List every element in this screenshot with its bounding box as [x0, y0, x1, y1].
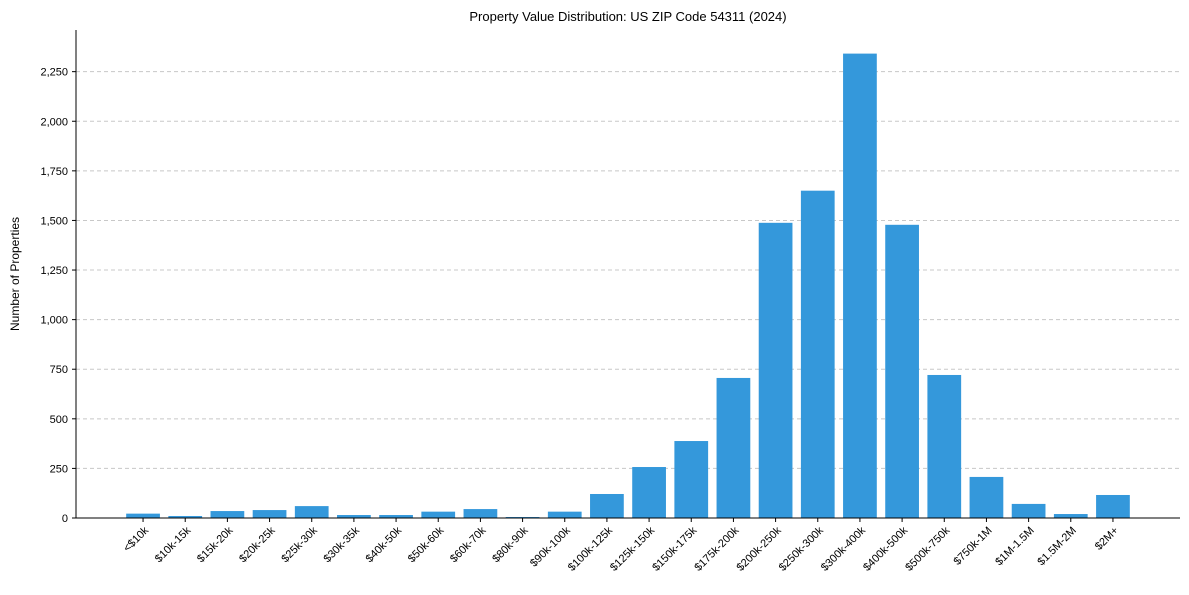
bar: [294, 506, 329, 518]
x-tick-label: $15k-20k: [195, 524, 236, 565]
bar: [168, 516, 203, 518]
bar: [1096, 494, 1130, 518]
y-tick-label: 1,500: [40, 215, 68, 227]
bar: [716, 377, 751, 518]
x-tick-label: $1M-1.5M: [993, 525, 1037, 569]
x-tick-label: $40k-50k: [364, 524, 405, 565]
bar: [547, 511, 582, 518]
bar: [463, 509, 498, 518]
bar: [379, 515, 413, 518]
bar: [590, 493, 624, 518]
y-tick-label: 500: [50, 414, 68, 426]
bar: [927, 374, 962, 518]
y-tick-label: 1,750: [40, 166, 68, 178]
x-tick-label: $1.5M-2M: [1035, 525, 1079, 569]
y-tick-label: 0: [62, 513, 68, 525]
bar: [1053, 514, 1088, 518]
x-tick-label: $20k-25k: [237, 524, 278, 565]
bar: [337, 515, 371, 518]
bar: [674, 441, 709, 518]
x-tick-label: $2M+: [1093, 525, 1121, 553]
x-tick-label: $90k-100k: [528, 524, 573, 569]
bar: [758, 222, 793, 518]
x-tick-label: $50k-60k: [406, 524, 447, 565]
y-axis-label: Number of Properties: [8, 217, 22, 331]
bar: [843, 53, 877, 518]
bar: [421, 511, 456, 518]
x-tick-label: <$10k: [121, 524, 151, 554]
x-tick-label: $750k-1M: [951, 525, 994, 568]
bar: [210, 511, 245, 518]
x-tick-label: $80k-90k: [490, 524, 531, 565]
chart-title: Property Value Distribution: US ZIP Code…: [469, 9, 786, 24]
x-tick-label: $30k-35k: [322, 524, 363, 565]
bar: [1011, 503, 1046, 518]
y-tick-label: 2,000: [40, 116, 68, 128]
bar: [969, 476, 1004, 518]
y-tick-label: 1,000: [40, 315, 68, 327]
x-tick-label: $60k-70k: [448, 524, 489, 565]
x-tick-label: $10k-15k: [153, 524, 194, 565]
bar: [885, 224, 919, 518]
x-tick-label: $500k-750k: [903, 524, 952, 573]
y-tick-label: 250: [50, 463, 68, 475]
x-tick-label: $25k-30k: [279, 524, 320, 565]
bar: [632, 467, 666, 518]
y-tick-label: 750: [50, 364, 68, 376]
y-tick-label: 2,250: [40, 67, 68, 79]
y-tick-label: 1,250: [40, 265, 68, 277]
bar: [800, 190, 835, 518]
bar: [126, 513, 160, 518]
bar: [252, 510, 287, 518]
